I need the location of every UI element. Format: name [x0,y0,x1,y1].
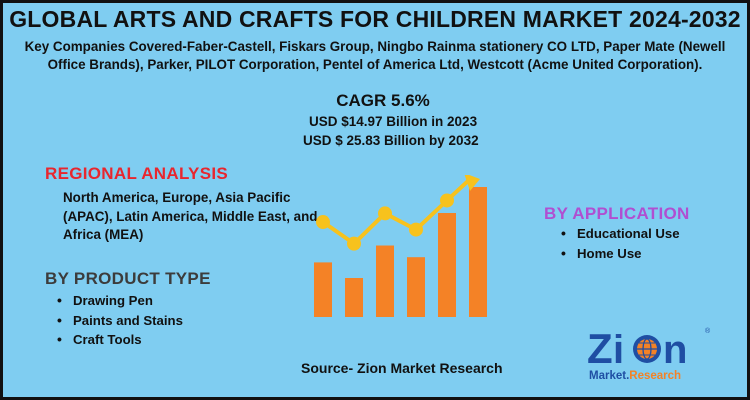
application-heading: BY APPLICATION [544,204,690,223]
chart-bar [438,213,456,317]
zion-logo: Z i n ® Market.Research [587,325,711,382]
chart-bar [376,245,394,317]
logo-tagline-research: Research [629,370,681,382]
trend-arrow-icon [464,175,480,191]
source-text: Source- Zion Market Research [301,360,503,376]
chart-bar [314,262,332,317]
trend-point [409,222,423,237]
trend-point [316,215,330,230]
chart-bar [469,187,487,317]
chart-bar [407,257,425,317]
trend-point [440,193,454,208]
regional-analysis-text: North America, Europe, Asia Pacific (APA… [63,190,318,242]
trend-point [347,236,361,251]
product-type-list: Drawing Pen Paints and Stains Craft Tool… [55,292,183,352]
product-type-heading: BY PRODUCT TYPE [45,269,211,288]
chart-bar [345,278,363,317]
logo-i-letter: i [613,328,624,372]
market-value-2023: USD $14.97 Billion in 2023 [309,114,478,129]
application-item: Home Use [559,245,680,266]
growth-chart-illustration [314,175,487,317]
application-item: Educational Use [559,225,680,246]
application-list: Educational Use Home Use [559,225,680,266]
logo-n-letter: n [663,328,687,372]
key-companies-text: Key Companies Covered-Faber-Castell, Fis… [24,39,726,72]
registered-mark-icon: ® [705,327,711,335]
market-value-2032: USD $ 25.83 Billion by 2032 [303,133,479,148]
infographic-title: GLOBAL ARTS AND CRAFTS FOR CHILDREN MARK… [9,6,741,32]
product-type-item: Paints and Stains [55,312,183,333]
logo-tagline-market: Market. [589,370,629,382]
logo-z-letter: Z [587,325,613,372]
globe-icon [633,335,661,363]
trend-point [378,206,392,221]
regional-analysis-heading: REGIONAL ANALYSIS [45,164,229,183]
product-type-item: Drawing Pen [55,292,183,313]
product-type-item: Craft Tools [55,331,183,352]
logo-tagline: Market.Research [589,370,681,382]
cagr-value: CAGR 5.6% [336,91,430,110]
